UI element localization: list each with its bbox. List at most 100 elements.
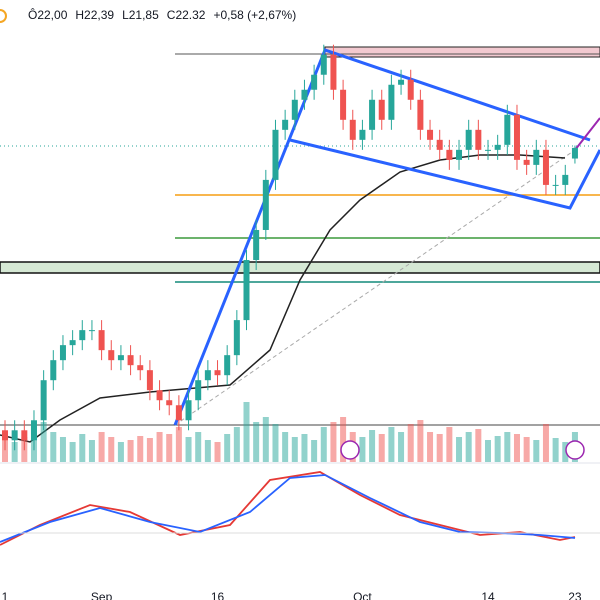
volume-bar — [175, 427, 182, 462]
volume-bar — [224, 434, 231, 462]
candle-body — [262, 179, 269, 230]
volume-bar — [311, 440, 318, 462]
candle-body — [571, 147, 578, 159]
volume-bar — [542, 424, 549, 462]
volume-bar — [253, 422, 260, 462]
candle-body — [117, 355, 124, 361]
candle-body — [456, 149, 463, 160]
candle-body — [301, 89, 308, 100]
volume-bar — [282, 432, 289, 462]
signal-line — [0, 471, 576, 546]
x-tick-label: 23 — [568, 590, 582, 600]
candle-body — [291, 99, 298, 120]
candle-body — [166, 400, 173, 406]
support-zone — [0, 261, 600, 274]
candle-body — [233, 320, 240, 356]
volume-bar — [552, 438, 559, 462]
candle-body — [272, 129, 279, 180]
volume-bar — [69, 442, 76, 462]
candle-body — [340, 89, 347, 120]
candle-body — [21, 430, 28, 441]
candle-body — [562, 174, 569, 185]
candle-body — [88, 330, 95, 332]
volume-bar — [88, 440, 95, 462]
candle-body — [185, 400, 192, 421]
volume-bar — [214, 442, 221, 462]
header-value: +0,58 (+2,67%) — [213, 8, 296, 22]
volume-bar — [475, 429, 482, 462]
volume-bar — [233, 427, 240, 462]
volume-bar — [108, 437, 115, 462]
projection-line — [574, 117, 600, 151]
volume — [2, 402, 578, 462]
candle-body — [513, 114, 520, 160]
x-tick-label: 1 — [2, 590, 9, 600]
candle-body — [465, 129, 472, 150]
macd-pane — [0, 471, 600, 546]
x-tick-label: 16 — [211, 590, 225, 600]
volume-bar — [40, 422, 47, 462]
volume-bar — [398, 432, 405, 462]
candle-body — [494, 144, 501, 150]
x-axis: 1 Sep 16 Oct 14 23 — [2, 590, 582, 600]
ohlc-header: Ô22,00 H22,39 L21,85 C22.32 +0,58 (+2,67%) — [28, 7, 296, 22]
volume-bar — [359, 437, 366, 462]
candle-body — [320, 54, 327, 75]
volume-bar — [533, 440, 540, 462]
candle-body — [282, 119, 289, 130]
volume-bar — [562, 442, 569, 462]
candle-body — [79, 330, 86, 341]
candle-body — [485, 149, 491, 151]
volume-bar — [456, 437, 463, 462]
volume-bar — [320, 427, 327, 462]
volume-bar — [166, 434, 173, 462]
candle-body — [504, 114, 511, 145]
candle-body — [127, 355, 134, 366]
candle-body — [533, 149, 540, 165]
volume-bar — [388, 427, 395, 462]
channel-line — [173, 48, 591, 426]
header-value: H22,39 — [75, 8, 114, 22]
candle-body — [175, 405, 182, 421]
event-icon[interactable] — [565, 440, 585, 460]
candle-body — [378, 99, 385, 120]
candle-body — [436, 139, 443, 150]
drawings — [0, 46, 600, 443]
volume-bar — [427, 432, 434, 462]
candle-body — [146, 370, 153, 391]
volume-bar — [185, 437, 192, 462]
candle-body — [108, 350, 115, 361]
volume-bar — [417, 420, 424, 462]
candle-body — [330, 54, 337, 90]
candle-body — [407, 79, 414, 100]
volume-bar — [340, 417, 347, 462]
candle-body — [446, 149, 453, 160]
channel-line — [289, 138, 600, 210]
candle-body — [40, 380, 47, 421]
volume-bar — [407, 424, 414, 462]
macd-line — [0, 474, 576, 543]
x-tick-label: Oct — [353, 590, 372, 600]
volume-bar — [330, 422, 337, 462]
volume-bar — [378, 434, 385, 462]
volume-bar — [272, 424, 279, 462]
candle-body — [98, 330, 105, 351]
volume-bar — [137, 436, 144, 462]
event-icon[interactable] — [340, 440, 360, 460]
volume-bar — [50, 432, 57, 462]
volume-bar — [446, 427, 453, 462]
volume-bar — [485, 440, 491, 462]
candle-body — [542, 149, 549, 185]
candle-body — [214, 370, 221, 376]
candle-body — [523, 159, 530, 165]
volume-bar — [513, 434, 520, 462]
volume-bar — [11, 442, 18, 462]
volume-bar — [504, 432, 511, 462]
volume-bar — [204, 440, 211, 462]
volume-bar — [301, 434, 308, 462]
volume-bar — [494, 436, 501, 462]
volume-bar — [243, 402, 250, 462]
x-tick-label: Sep — [91, 590, 113, 600]
volume-bar — [156, 432, 163, 462]
